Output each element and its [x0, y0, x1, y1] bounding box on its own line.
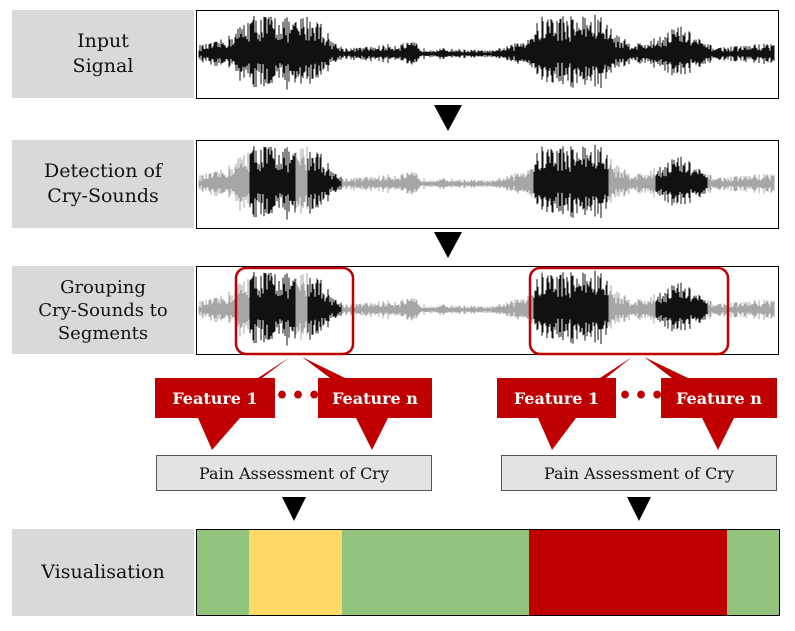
visualisation-segment	[528, 530, 727, 615]
feature-n-left-text: Feature n	[332, 389, 418, 408]
visualisation-segment	[249, 530, 343, 615]
feature-n-left-shape	[302, 357, 432, 450]
detection-label-line1: Detection of	[44, 160, 162, 182]
feature-1-left: Feature 1	[155, 381, 275, 417]
feature-1-right-text: Feature 1	[513, 389, 600, 408]
detection-waveform-svg	[198, 144, 775, 220]
feature-1-left-text: Feature 1	[172, 389, 258, 408]
down-arrow-pain-left	[282, 497, 306, 521]
feature-1-left-shape	[155, 357, 290, 450]
down-arrow-pain-right	[627, 497, 651, 521]
pain-assessment-right: Pain Assessment of Cry	[501, 455, 777, 491]
grouping-label-line1: Grouping	[60, 276, 146, 298]
down-arrow-1	[434, 105, 462, 131]
visualisation-segment	[197, 530, 250, 615]
grouping-label-line2: Cry-Sounds to	[38, 299, 168, 321]
feature-1-right-shape	[497, 357, 632, 450]
feature-dots-right: •••	[618, 383, 667, 409]
waveform-cry-sounds	[249, 144, 708, 220]
input-signal-waveform	[196, 10, 779, 99]
detection-label: Detection of Cry-Sounds	[12, 140, 194, 228]
input-signal-label-line2: Signal	[72, 55, 134, 77]
waveform-background	[198, 147, 775, 214]
input-signal-label-line1: Input	[77, 30, 129, 52]
visualisation-label-text: Visualisation	[41, 561, 165, 583]
down-arrow-2	[434, 232, 462, 258]
feature-1-right: Feature 1	[497, 381, 616, 417]
input-waveform-svg	[198, 14, 775, 90]
grouping-label: Grouping Cry-Sounds to Segments	[12, 266, 194, 354]
feature-n-right-text: Feature n	[676, 389, 762, 408]
detection-waveform	[196, 140, 779, 229]
input-signal-label: Input Signal	[12, 10, 194, 98]
pain-assessment-left: Pain Assessment of Cry	[156, 455, 432, 491]
feature-n-right-shape	[644, 357, 777, 450]
visualisation-label: Visualisation	[12, 529, 194, 616]
feature-n-right: Feature n	[661, 381, 777, 417]
visualisation-bar	[196, 529, 780, 616]
grouping-label-line3: Segments	[57, 322, 149, 344]
feature-dots-left: •••	[275, 383, 324, 409]
visualisation-segment	[342, 530, 529, 615]
detection-label-line2: Cry-Sounds	[47, 185, 159, 207]
visualisation-segment	[726, 530, 779, 615]
waveform-cry-sounds	[198, 14, 775, 90]
feature-n-left: Feature n	[318, 381, 432, 417]
